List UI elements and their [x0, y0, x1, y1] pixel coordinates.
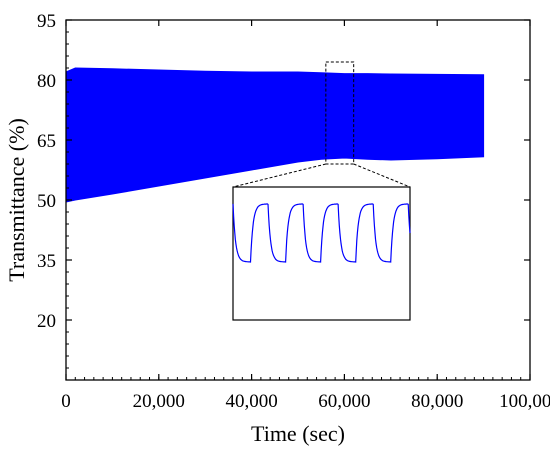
y-axis: 20 35 50 65 80 95 [37, 11, 530, 381]
x-tick-label: 20,000 [133, 391, 185, 412]
inset-panel [232, 186, 411, 321]
x-tick-label: 0 [61, 391, 71, 412]
y-tick-label: 65 [37, 131, 56, 152]
zoom-connector-right [353, 163, 411, 188]
transmittance-envelope [65, 67, 485, 203]
x-tick-label: 100,000 [499, 391, 550, 412]
y-tick-label: 80 [37, 71, 56, 92]
x-tick-label: 80,000 [411, 391, 463, 412]
x-axis-title: Time (sec) [251, 421, 345, 446]
plot-area [65, 67, 485, 203]
inset-waveform [232, 203, 411, 263]
y-tick-label: 20 [37, 311, 56, 332]
x-tick-label: 60,000 [318, 391, 370, 412]
x-tick-label: 40,000 [225, 391, 277, 412]
y-tick-label: 50 [37, 191, 56, 212]
y-axis-title: Transmittance (%) [4, 118, 29, 282]
zoom-connector-left [232, 163, 326, 188]
y-tick-label: 35 [37, 251, 56, 272]
zoom-indicator [232, 61, 411, 188]
y-tick-label: 95 [37, 11, 56, 32]
x-axis: 0 20,000 40,000 60,000 80,000 100,000 [61, 20, 550, 412]
